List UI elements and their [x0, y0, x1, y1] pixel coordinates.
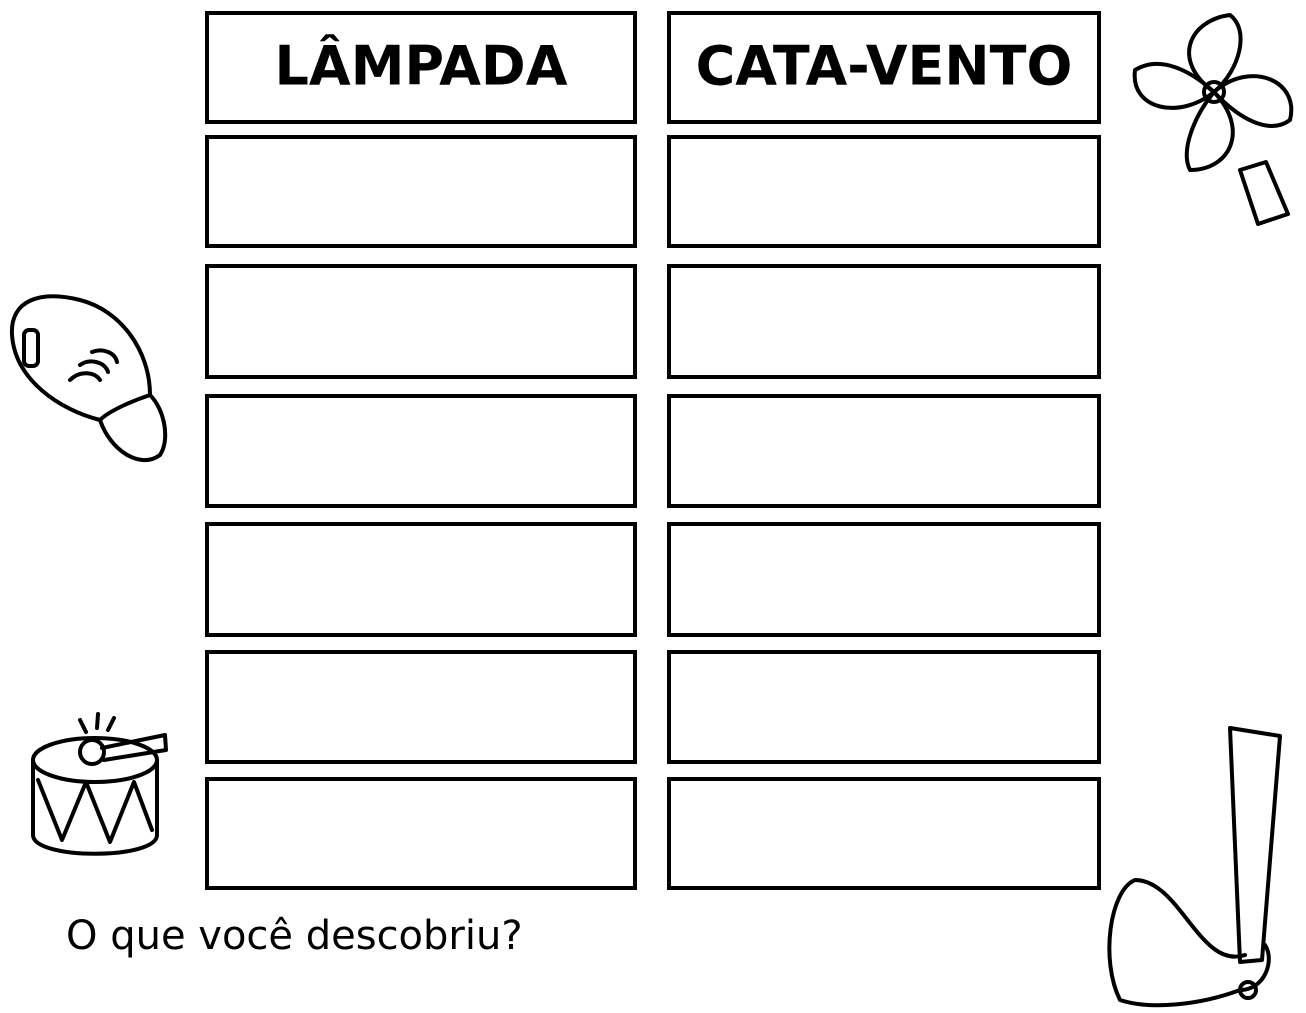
answer-box — [667, 650, 1101, 764]
answer-box — [667, 522, 1101, 637]
answer-box — [667, 264, 1101, 379]
bulb-icon — [9, 294, 168, 462]
horn-icon — [1107, 726, 1282, 1008]
answer-rows — [205, 135, 1101, 890]
answer-box — [205, 394, 637, 508]
answer-box — [205, 522, 637, 637]
header-box — [667, 11, 1101, 124]
answer-box — [205, 650, 637, 764]
answer-box — [667, 777, 1101, 890]
answer-box — [205, 135, 637, 248]
column-header: LÂMPADA — [275, 35, 568, 98]
drum-icon — [31, 712, 168, 856]
answer-box — [205, 264, 637, 379]
answer-box — [667, 394, 1101, 508]
answer-box — [205, 777, 637, 890]
question: O que você descobriu? — [66, 913, 523, 959]
answer-box — [667, 135, 1101, 248]
header-box — [205, 11, 637, 124]
pinwheel-icon — [1132, 13, 1294, 226]
column-header: CATA-VENTO — [696, 35, 1073, 98]
